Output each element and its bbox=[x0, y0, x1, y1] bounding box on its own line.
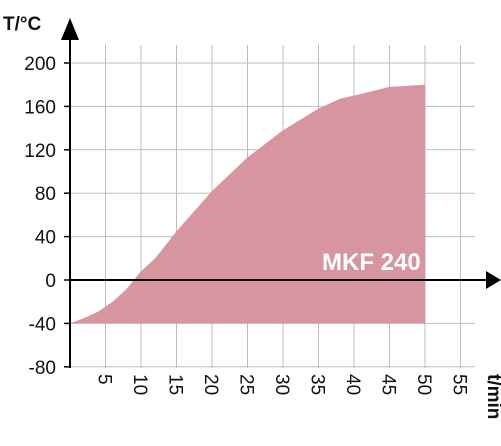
x-tick-label-8: 45 bbox=[378, 374, 399, 395]
series-label: MKF 240 bbox=[322, 249, 421, 276]
x-tick-label-4: 25 bbox=[236, 374, 257, 395]
y-tick-label-5: 0 bbox=[45, 271, 56, 292]
x-tick-label-3: 20 bbox=[200, 374, 221, 395]
y-axis-title: T/°C bbox=[3, 14, 41, 35]
y-axis-arrow bbox=[61, 18, 79, 40]
x-tick-label-0: 5 bbox=[94, 374, 115, 385]
x-tick-label-6: 35 bbox=[307, 374, 328, 395]
x-tick-labels: 5 10 15 20 25 30 35 40 45 50 55 bbox=[94, 374, 470, 395]
x-axis-arrow bbox=[486, 271, 501, 289]
x-tick-label-1: 10 bbox=[129, 374, 150, 395]
y-tick-label-6: -40 bbox=[29, 314, 56, 335]
x-axis-title: t/min bbox=[483, 374, 501, 419]
x-tick-label-5: 30 bbox=[271, 374, 292, 395]
y-tick-label-4: 40 bbox=[35, 228, 56, 249]
x-tick-label-10: 55 bbox=[449, 374, 470, 395]
area-series-0 bbox=[70, 84, 425, 324]
y-tick-label-3: 80 bbox=[35, 184, 56, 205]
x-tick-label-9: 50 bbox=[413, 374, 434, 395]
y-tick-label-1: 160 bbox=[24, 97, 56, 118]
y-tick-label-2: 120 bbox=[24, 141, 56, 162]
y-tick-labels: 200 160 120 80 40 0 -40 -80 bbox=[24, 54, 56, 379]
x-tick-label-2: 15 bbox=[165, 374, 186, 395]
x-tick-label-7: 40 bbox=[342, 374, 363, 395]
axes bbox=[61, 18, 501, 368]
y-tick-label-7: -80 bbox=[29, 358, 56, 379]
y-tick-label-0: 200 bbox=[24, 54, 56, 75]
area-layer bbox=[70, 84, 425, 324]
